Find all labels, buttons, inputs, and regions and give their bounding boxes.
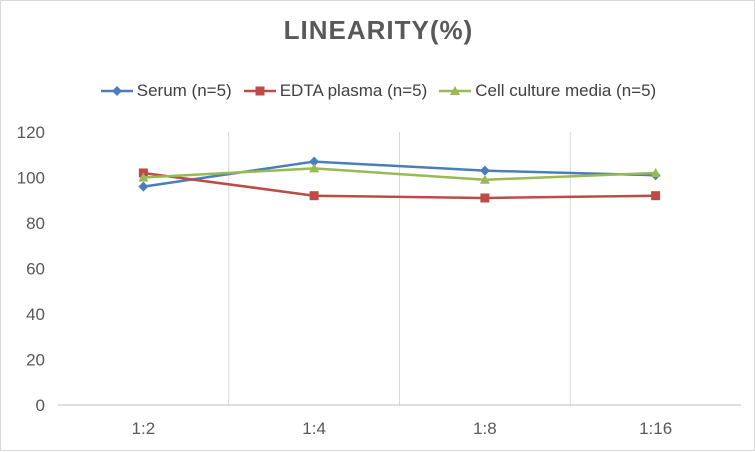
legend-marker-edta (243, 86, 276, 96)
data-point-square (651, 191, 661, 201)
data-point-triangle (479, 174, 490, 184)
y-tick-label: 0 (36, 396, 45, 415)
data-point-diamond (479, 165, 490, 176)
y-tick-label: 80 (26, 214, 45, 233)
chart-legend: Serum (n=5) EDTA plasma (n=5) Cell cultu… (1, 81, 755, 101)
data-point-square (309, 191, 319, 201)
y-tick-label: 120 (17, 123, 45, 142)
data-point-square (480, 193, 490, 203)
legend-item-serum: Serum (n=5) (100, 81, 232, 101)
legend-item-cell-culture: Cell culture media (n=5) (439, 81, 656, 101)
y-tick-label: 40 (26, 305, 45, 324)
x-tick-label: 1:8 (473, 419, 497, 438)
legend-label-cell-culture: Cell culture media (n=5) (475, 81, 657, 100)
x-tick-label: 1:2 (132, 419, 156, 438)
data-point-triangle (309, 163, 320, 173)
y-tick-label: 20 (26, 351, 45, 370)
data-point-diamond (309, 156, 320, 167)
series-line-1 (143, 171, 656, 200)
data-point-triangle (138, 172, 149, 182)
series-line-2 (143, 167, 656, 182)
legend-marker-cell-culture (439, 86, 472, 95)
data-point-triangle (650, 167, 661, 177)
legend-label-edta: EDTA plasma (n=5) (279, 81, 428, 100)
y-tick-label: 100 (17, 169, 45, 188)
data-point-diamond (138, 181, 149, 192)
legend-label-serum: Serum (n=5) (136, 81, 232, 100)
legend-marker-serum (100, 86, 133, 96)
x-tick-label: 1:4 (302, 419, 326, 438)
legend-item-edta: EDTA plasma (n=5) (243, 81, 428, 101)
y-tick-label: 60 (26, 260, 45, 279)
x-tick-label: 1:16 (639, 419, 672, 438)
chart-title: LINEARITY(%) (283, 15, 474, 45)
